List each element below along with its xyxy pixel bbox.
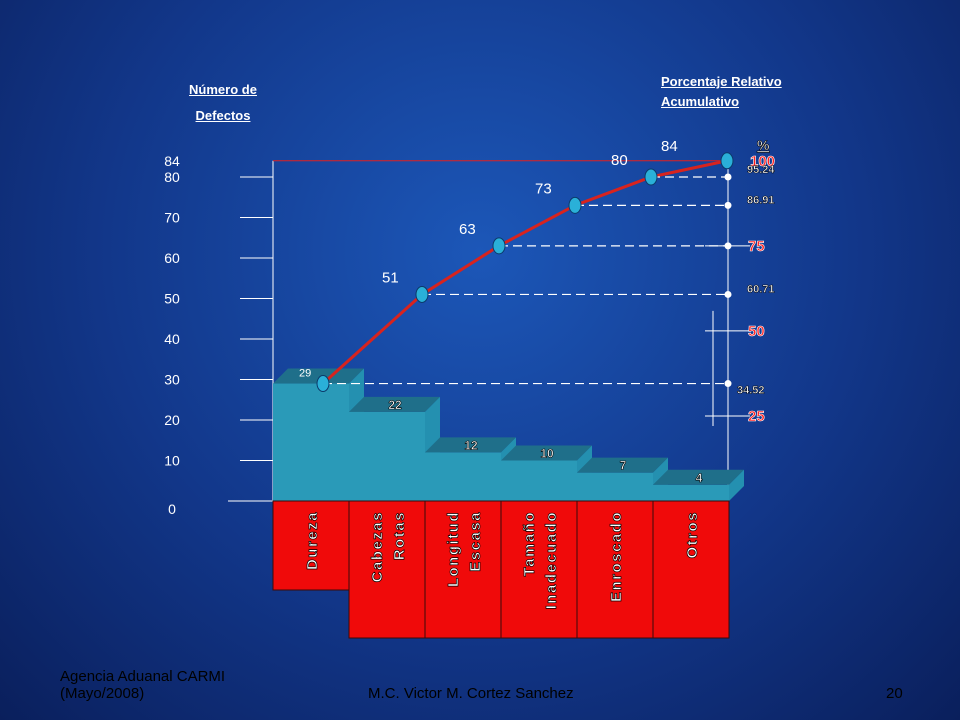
category-panel	[424, 500, 502, 639]
bar-value-label: 22	[388, 398, 402, 412]
cumulative-marker	[415, 285, 429, 303]
bar	[425, 452, 501, 501]
y-tick-label: 10	[164, 453, 180, 469]
y-tick-label: 20	[164, 412, 180, 428]
bar-top	[653, 469, 744, 485]
bar-top	[425, 437, 516, 453]
bar-side	[729, 469, 744, 501]
bar-top	[349, 396, 440, 412]
cumulative-marker	[568, 196, 582, 214]
y-tick-label: 80	[164, 169, 180, 185]
bar	[577, 472, 653, 501]
right-axis-dot	[724, 201, 732, 209]
percent-cumulative-label: 60.71	[747, 283, 775, 295]
category-label: Rotas	[391, 511, 408, 560]
percent-major-label: 75	[748, 238, 765, 255]
right-axis-title: Porcentaje Relativo Acumulativo	[661, 72, 861, 112]
percent-cumulative-label: 95.24	[747, 164, 775, 176]
bar-value-label: 4	[696, 471, 703, 485]
bar	[349, 411, 425, 501]
percent-major-label: 100	[750, 153, 775, 170]
category-label: Escasa	[467, 511, 484, 572]
right-axis-dot	[724, 290, 732, 298]
bar-value-label: 10	[540, 447, 554, 461]
left-axis-title-line1: Número de	[189, 82, 257, 97]
right-axis-title-line2: Acumulativo	[661, 94, 740, 109]
cumulative-marker	[644, 168, 658, 186]
category-panel	[652, 500, 730, 639]
percent-unit-label: %	[757, 137, 770, 153]
right-axis-dot	[724, 173, 732, 181]
right-axis-dot	[724, 380, 732, 388]
bar-side	[425, 396, 440, 453]
y-tick-label: 50	[164, 291, 180, 307]
cumulative-marker	[492, 237, 506, 255]
y-tick-label: 60	[164, 250, 180, 266]
y-tick-label: 70	[164, 210, 180, 226]
y-tick-label: 0	[168, 501, 176, 517]
cumulative-label: 29	[299, 368, 311, 380]
bar-top	[577, 457, 668, 473]
category-label: Otros	[684, 511, 701, 559]
y-tick-label: 84	[164, 153, 180, 169]
right-axis-max-label: 84	[661, 138, 678, 155]
percent-cumulative-label: 86.91	[747, 194, 775, 206]
category-panel	[576, 500, 654, 639]
bar	[653, 484, 729, 501]
percent-major-label: 50	[748, 323, 765, 340]
percent-cumulative-label: 34.52	[737, 385, 765, 397]
category-label: Enroscado	[608, 511, 625, 602]
cumulative-marker	[720, 152, 734, 170]
footer-author: M.C. Victor M. Cortez Sanchez	[368, 685, 574, 702]
page-number: 20	[886, 685, 903, 702]
cumulative-label: 63	[459, 221, 476, 238]
percent-major-label: 25	[748, 408, 765, 425]
category-label: Longitud	[445, 511, 462, 587]
bar-value-label: 7	[620, 459, 627, 473]
footer-left: Agencia Aduanal CARMI (Mayo/2008)	[60, 668, 225, 702]
category-label: Tamaño	[521, 511, 538, 576]
category-panel	[500, 500, 578, 639]
cumulative-label: 51	[382, 269, 399, 286]
cumulative-marker	[316, 375, 330, 393]
y-tick-label: 40	[164, 331, 180, 347]
category-panel	[348, 500, 426, 639]
category-label: Dureza	[304, 511, 321, 570]
bar-value-label: 12	[464, 438, 478, 452]
y-tick-label: 30	[164, 372, 180, 388]
bar	[501, 460, 577, 501]
left-axis-title-line2: Defectos	[195, 108, 251, 123]
footer-date: (Mayo/2008)	[60, 685, 145, 702]
cumulative-label: 73	[535, 180, 552, 197]
bar-top	[501, 445, 592, 461]
category-label: Cabezas	[369, 511, 386, 582]
bar	[273, 383, 349, 501]
category-label: Inadecuado	[543, 511, 560, 609]
left-axis-title: Número de Defectos	[178, 80, 268, 126]
cumulative-label: 80	[611, 152, 628, 169]
category-panel	[272, 500, 350, 591]
bar-top	[273, 368, 364, 384]
footer-org: Agencia Aduanal CARMI	[60, 668, 226, 685]
right-axis-title-line1: Porcentaje Relativo	[661, 74, 782, 89]
